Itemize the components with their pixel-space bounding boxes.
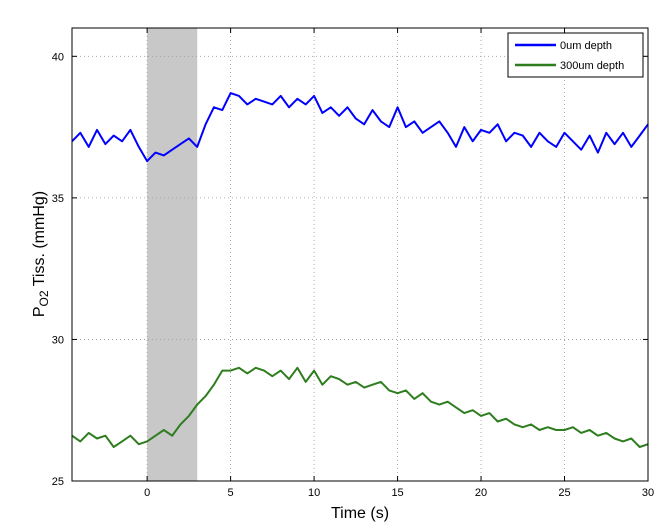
x-tick-label-0: 0 bbox=[144, 487, 150, 499]
stimulus-shaded-region-layer bbox=[147, 28, 198, 481]
y-tick-label-40: 40 bbox=[52, 51, 64, 63]
plot-frame bbox=[71, 27, 649, 482]
x-tick-label-15: 15 bbox=[391, 487, 403, 499]
legend-box bbox=[507, 32, 644, 78]
y-tick-label-25: 25 bbox=[52, 476, 64, 488]
tick-layer: 0 5 10 15 20 25 30 25 30 35 40 bbox=[52, 28, 654, 499]
stimulus-shaded-region bbox=[147, 28, 198, 481]
x-tick-label-10: 10 bbox=[308, 487, 320, 499]
x-tick-label-30: 30 bbox=[642, 487, 654, 499]
y-axis-label-main: P bbox=[31, 306, 48, 317]
series-layer bbox=[71, 92, 649, 448]
legend: 0um depth 300um depth bbox=[507, 32, 644, 78]
x-tick-label-5: 5 bbox=[228, 487, 234, 499]
x-tick-label-25: 25 bbox=[558, 487, 570, 499]
y-axis-label-subscript: O2 bbox=[37, 290, 51, 306]
legend-label-300um-depth: 300um depth bbox=[560, 60, 624, 72]
series-line-0um-depth bbox=[71, 92, 649, 163]
legend-label-0um-depth: 0um depth bbox=[560, 40, 612, 52]
x-axis-label: Time (s) bbox=[331, 505, 389, 522]
y-axis-label-rest: Tiss. (mmHg) bbox=[31, 191, 48, 291]
x-tick-label-20: 20 bbox=[475, 487, 487, 499]
y-axis-label: PO2 Tiss. (mmHg) bbox=[31, 191, 51, 317]
y-tick-label-35: 35 bbox=[52, 193, 64, 205]
series-line-300um-depth bbox=[71, 366, 649, 448]
y-tick-label-30: 30 bbox=[52, 334, 64, 346]
